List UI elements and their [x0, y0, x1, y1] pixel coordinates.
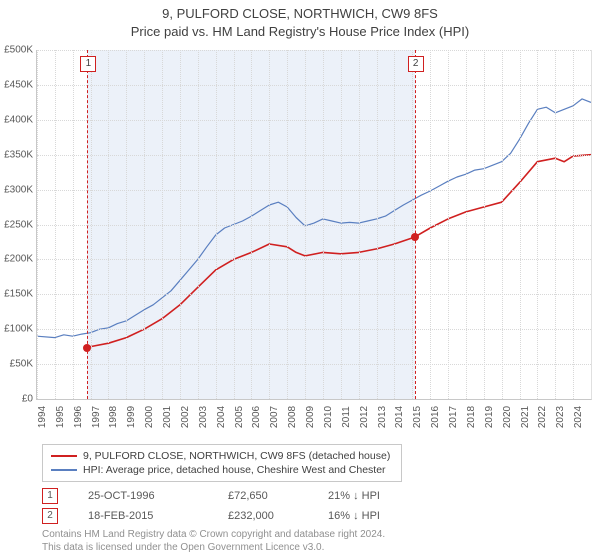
- sale-date: 25-OCT-1996: [88, 490, 198, 502]
- sales-table: 1 25-OCT-1996 £72,650 21% ↓ HPI 2 18-FEB…: [42, 486, 408, 526]
- x-axis-tick: 1999: [126, 406, 137, 428]
- sales-row: 1 25-OCT-1996 £72,650 21% ↓ HPI: [42, 486, 408, 506]
- y-axis-tick: £50K: [10, 359, 33, 370]
- y-axis-tick: £0: [22, 394, 33, 405]
- x-axis-tick: 2012: [359, 406, 370, 428]
- x-axis-tick: 2018: [466, 406, 477, 428]
- x-axis-tick: 2008: [287, 406, 298, 428]
- legend-row-price-paid: 9, PULFORD CLOSE, NORTHWICH, CW9 8FS (de…: [51, 449, 393, 463]
- x-axis-tick: 2002: [180, 406, 191, 428]
- x-axis-tick: 1995: [55, 406, 66, 428]
- sale-delta: 16% ↓ HPI: [328, 510, 408, 522]
- chart-container: 9, PULFORD CLOSE, NORTHWICH, CW9 8FS Pri…: [0, 0, 600, 560]
- x-axis-tick: 2023: [555, 406, 566, 428]
- x-axis-tick: 2021: [520, 406, 531, 428]
- x-axis-tick: 2013: [377, 406, 388, 428]
- page-subtitle: Price paid vs. HM Land Registry's House …: [0, 24, 600, 39]
- y-axis-tick: £150K: [4, 289, 33, 300]
- x-axis-tick: 2006: [251, 406, 262, 428]
- sale-marker-box: 2: [408, 56, 424, 72]
- y-axis-tick: £450K: [4, 79, 33, 90]
- sale-dot: [411, 233, 419, 241]
- sale-dot: [83, 344, 91, 352]
- legend-swatch: [51, 469, 77, 471]
- legend-label: HPI: Average price, detached house, Ches…: [83, 464, 386, 476]
- x-axis-tick: 2024: [573, 406, 584, 428]
- footer-line-1: Contains HM Land Registry data © Crown c…: [42, 529, 385, 542]
- x-axis-tick: 2009: [305, 406, 316, 428]
- page-title: 9, PULFORD CLOSE, NORTHWICH, CW9 8FS: [0, 6, 600, 21]
- x-axis-tick: 2005: [234, 406, 245, 428]
- x-axis-tick: 2015: [412, 406, 423, 428]
- x-axis-tick: 2004: [216, 406, 227, 428]
- y-axis-tick: £200K: [4, 254, 33, 265]
- x-axis-tick: 2017: [448, 406, 459, 428]
- footer: Contains HM Land Registry data © Crown c…: [42, 529, 385, 554]
- x-axis-tick: 2011: [341, 406, 352, 428]
- y-axis-tick: £250K: [4, 219, 33, 230]
- sale-marker-1: 1: [42, 488, 58, 504]
- x-axis-tick: 1994: [37, 406, 48, 428]
- sale-marker-line: [415, 50, 416, 399]
- sale-date: 18-FEB-2015: [88, 510, 198, 522]
- x-axis-tick: 2003: [198, 406, 209, 428]
- y-axis-tick: £350K: [4, 149, 33, 160]
- x-axis-tick: 2016: [430, 406, 441, 428]
- sales-row: 2 18-FEB-2015 £232,000 16% ↓ HPI: [42, 506, 408, 526]
- chart-plot-area: £0£50K£100K£150K£200K£250K£300K£350K£400…: [36, 50, 592, 400]
- series-hpi: [37, 99, 591, 338]
- x-axis-tick: 2007: [269, 406, 280, 428]
- x-axis-tick: 1997: [91, 406, 102, 428]
- y-axis-tick: £400K: [4, 114, 33, 125]
- x-axis-tick: 2020: [502, 406, 513, 428]
- x-axis-tick: 2000: [144, 406, 155, 428]
- x-axis-tick: 2019: [484, 406, 495, 428]
- footer-line-2: This data is licensed under the Open Gov…: [42, 542, 385, 555]
- sale-delta: 21% ↓ HPI: [328, 490, 408, 502]
- legend: 9, PULFORD CLOSE, NORTHWICH, CW9 8FS (de…: [42, 444, 402, 482]
- sale-price: £232,000: [228, 510, 298, 522]
- y-axis-tick: £300K: [4, 184, 33, 195]
- legend-label: 9, PULFORD CLOSE, NORTHWICH, CW9 8FS (de…: [83, 450, 390, 462]
- x-axis-tick: 2014: [394, 406, 405, 428]
- x-axis-tick: 2010: [323, 406, 334, 428]
- sale-marker-box: 1: [80, 56, 96, 72]
- sale-marker-2: 2: [42, 508, 58, 524]
- x-axis-tick: 2001: [162, 406, 173, 428]
- y-axis-tick: £500K: [4, 45, 33, 56]
- x-axis-tick: 1996: [73, 406, 84, 428]
- legend-row-hpi: HPI: Average price, detached house, Ches…: [51, 463, 393, 477]
- y-axis-tick: £100K: [4, 324, 33, 335]
- legend-swatch: [51, 455, 77, 457]
- sale-price: £72,650: [228, 490, 298, 502]
- x-axis-tick: 1998: [108, 406, 119, 428]
- x-axis-tick: 2022: [537, 406, 548, 428]
